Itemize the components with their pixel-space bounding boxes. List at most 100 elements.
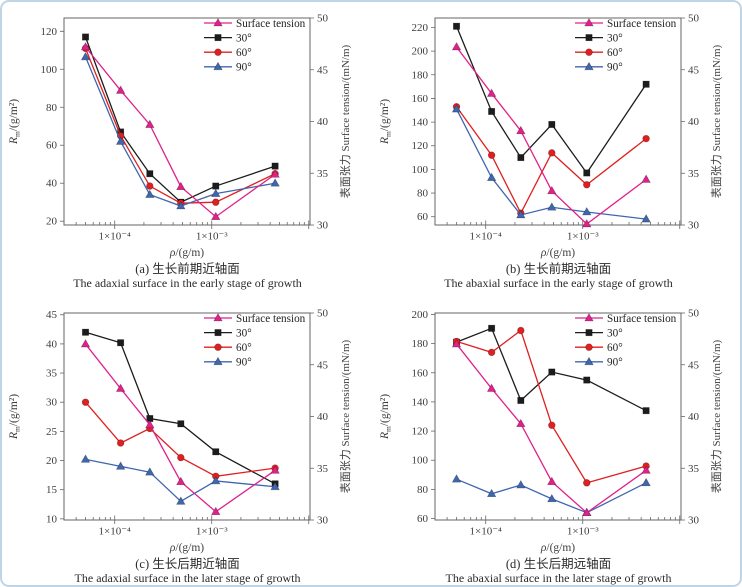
series-marker-90° (145, 189, 155, 198)
right-tick-label: 45 (688, 64, 700, 76)
legend-label: Surface tension (607, 18, 677, 30)
series-line-30° (84, 36, 276, 203)
left-tick-label: 60 (46, 140, 58, 152)
legend-marker (213, 17, 223, 27)
left-tick-label: 180 (412, 69, 429, 81)
chart-panel-b: 1×10⁻⁴ 1×10⁻³ 60 80 100 120 140 160 180 200 220 30 3… (373, 6, 740, 291)
right-tick-label: 45 (317, 359, 329, 371)
series-marker-Surface tension (582, 507, 592, 517)
legend-marker (585, 34, 593, 42)
chart-a-caption-cn: (a) 生长前期近轴面 (135, 262, 240, 276)
right-axis-title: 表面张力 Surface tension/(mN/m) (338, 339, 352, 493)
series-line-Surface tension (85, 343, 276, 513)
legend-marker (214, 48, 222, 56)
series-marker-90° (451, 474, 462, 483)
series-marker-90° (270, 178, 280, 187)
series-marker-30° (117, 339, 125, 347)
series-marker-60° (642, 134, 650, 143)
right-tick-label: 30 (688, 515, 700, 527)
left-tick-label: 80 (417, 188, 429, 200)
series-marker-90° (176, 201, 186, 210)
series-marker-60° (177, 453, 185, 462)
right-tick-label: 40 (317, 116, 329, 128)
series-marker-60° (548, 149, 556, 157)
series-marker-60° (548, 421, 556, 429)
series-marker-90° (486, 488, 497, 498)
left-axis-title: Rm/(g/m²) (8, 394, 22, 440)
series-marker-30° (82, 328, 90, 336)
series-marker-90° (211, 475, 221, 485)
series-marker-90° (451, 104, 462, 113)
series-line-30° (455, 26, 647, 175)
chart-c-caption-en: The adaxial surface in the later stage o… (74, 571, 301, 585)
chart-panel-d: 1×10⁻⁴ 1×10⁻³ 60 80 100 120 140 160 180 200 30 35 40… (373, 301, 740, 586)
series-marker-90° (516, 209, 526, 219)
series-marker-Surface tension (547, 185, 557, 195)
series-marker-90° (641, 214, 651, 223)
series-marker-Surface tension (486, 383, 497, 392)
series-marker-90° (516, 480, 526, 489)
series-marker-90° (211, 188, 221, 197)
x-tick-label: 1×10⁻⁴ (470, 526, 503, 538)
left-tick-label: 60 (417, 211, 429, 223)
left-tick-label: 10 (46, 513, 58, 525)
chart-c-canvas: 1×10⁻⁴ 1×10⁻³ 10 15 20 25 30 35 40 45 30 35 40 45 50 ρ/… (8, 308, 352, 555)
left-tick-label: 220 (412, 22, 429, 34)
legend-label: 90° (607, 357, 623, 369)
left-tick-label: 140 (412, 117, 429, 129)
legend-label: Surface tension (236, 313, 306, 325)
legend-marker (585, 329, 593, 337)
series-marker-60° (487, 348, 496, 357)
series-marker-Surface tension (582, 218, 592, 228)
legend-marker (213, 61, 223, 71)
legend-marker (584, 61, 594, 71)
left-tick-label: 180 (412, 338, 429, 350)
series-marker-60° (583, 479, 591, 487)
legend-marker (584, 312, 594, 322)
series-marker-30° (517, 154, 525, 162)
series-marker-30° (548, 368, 556, 376)
series-marker-30° (583, 169, 591, 177)
right-tick-label: 45 (688, 359, 700, 371)
legend-marker (214, 329, 222, 337)
left-tick-label: 80 (417, 484, 429, 496)
series-line-30° (85, 331, 276, 485)
right-tick-label: 40 (688, 411, 700, 423)
left-tick-label: 45 (46, 309, 58, 321)
series-marker-30° (146, 170, 154, 178)
left-axis-title: Rm/(g/m²) (379, 394, 393, 440)
series-marker-Surface tension (486, 88, 497, 97)
series-marker-Surface tension (211, 506, 221, 516)
series-marker-Surface tension (641, 465, 651, 474)
series-marker-Surface tension (211, 211, 221, 221)
left-tick-label: 200 (412, 309, 429, 321)
series-marker-90° (641, 477, 651, 487)
series-marker-Surface tension (547, 476, 557, 486)
series-marker-60° (116, 439, 125, 447)
series-marker-60° (517, 326, 525, 335)
series-marker-Surface tension (115, 383, 126, 392)
right-tick-label: 35 (317, 463, 329, 475)
left-tick-label: 40 (46, 178, 58, 190)
right-tick-label: 50 (317, 13, 329, 25)
left-tick-label: 80 (46, 102, 58, 114)
chart-d-canvas: 1×10⁻⁴ 1×10⁻³ 60 80 100 120 140 160 180 200 30 35 40… (379, 308, 723, 555)
plot-frame (63, 17, 311, 226)
series-marker-60° (487, 151, 496, 159)
series-marker-30° (488, 324, 496, 332)
series-marker-90° (547, 202, 557, 211)
series-marker-30° (271, 162, 279, 170)
legend-marker (213, 312, 223, 322)
x-tick-label: 1×10⁻⁴ (99, 231, 132, 243)
x-axis-title: ρ/(g/m) (540, 542, 575, 554)
series-marker-90° (582, 206, 592, 216)
legend-marker (214, 34, 222, 42)
legend-label: 60° (607, 342, 623, 354)
series-marker-Surface tension (115, 85, 126, 94)
series-marker-Surface tension (145, 419, 155, 429)
series-marker-Surface tension (145, 119, 155, 128)
left-tick-label: 25 (46, 426, 58, 438)
series-marker-30° (517, 396, 525, 404)
legend-marker (584, 17, 594, 27)
chart-d-caption-en: The abaxial surface in the later stage o… (445, 571, 672, 585)
